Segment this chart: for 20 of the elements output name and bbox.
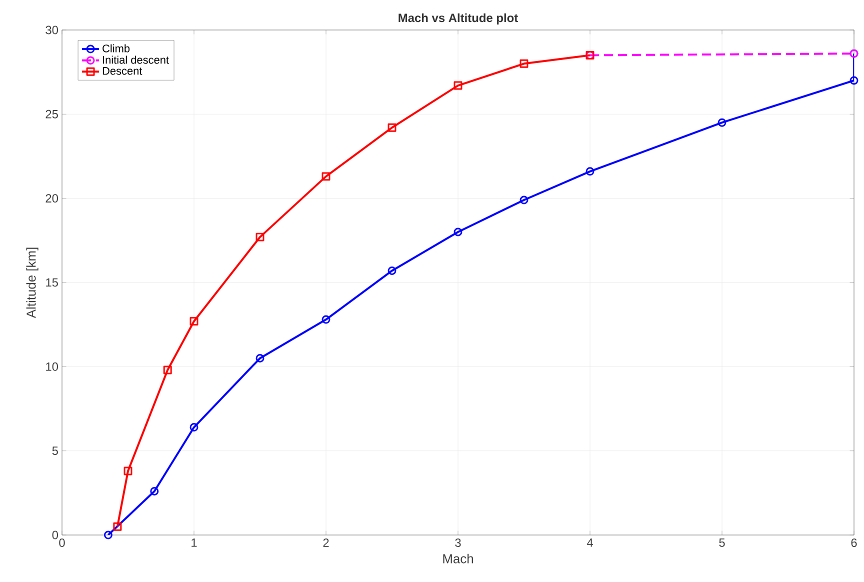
x-tick-label: 1 (192, 538, 197, 547)
x-tick-label: 0 (59, 538, 65, 547)
y-tick-label: 20 (46, 194, 58, 203)
x-axis-title: Mach (443, 554, 473, 564)
y-axis-title: Altitude [km] (26, 248, 38, 318)
y-tick-label: 15 (46, 278, 58, 287)
y-tick-label: 10 (46, 362, 58, 371)
y-tick-label: 0 (52, 530, 58, 540)
x-tick-label: 2 (323, 538, 329, 547)
chart-title: Mach vs Altitude plot (398, 13, 518, 24)
x-tick-label: 4 (586, 538, 593, 547)
legend-label: Descent (102, 67, 142, 75)
x-tick-label: 6 (851, 538, 857, 547)
legend-label: Initial descent (103, 56, 169, 64)
y-tick-label: 5 (52, 446, 58, 455)
legend-label: Climb (102, 44, 130, 52)
y-tick-label: 30 (46, 26, 58, 34)
y-tick-label: 25 (46, 110, 58, 118)
x-tick-label: 3 (455, 538, 461, 547)
x-tick-label: 5 (719, 538, 725, 547)
